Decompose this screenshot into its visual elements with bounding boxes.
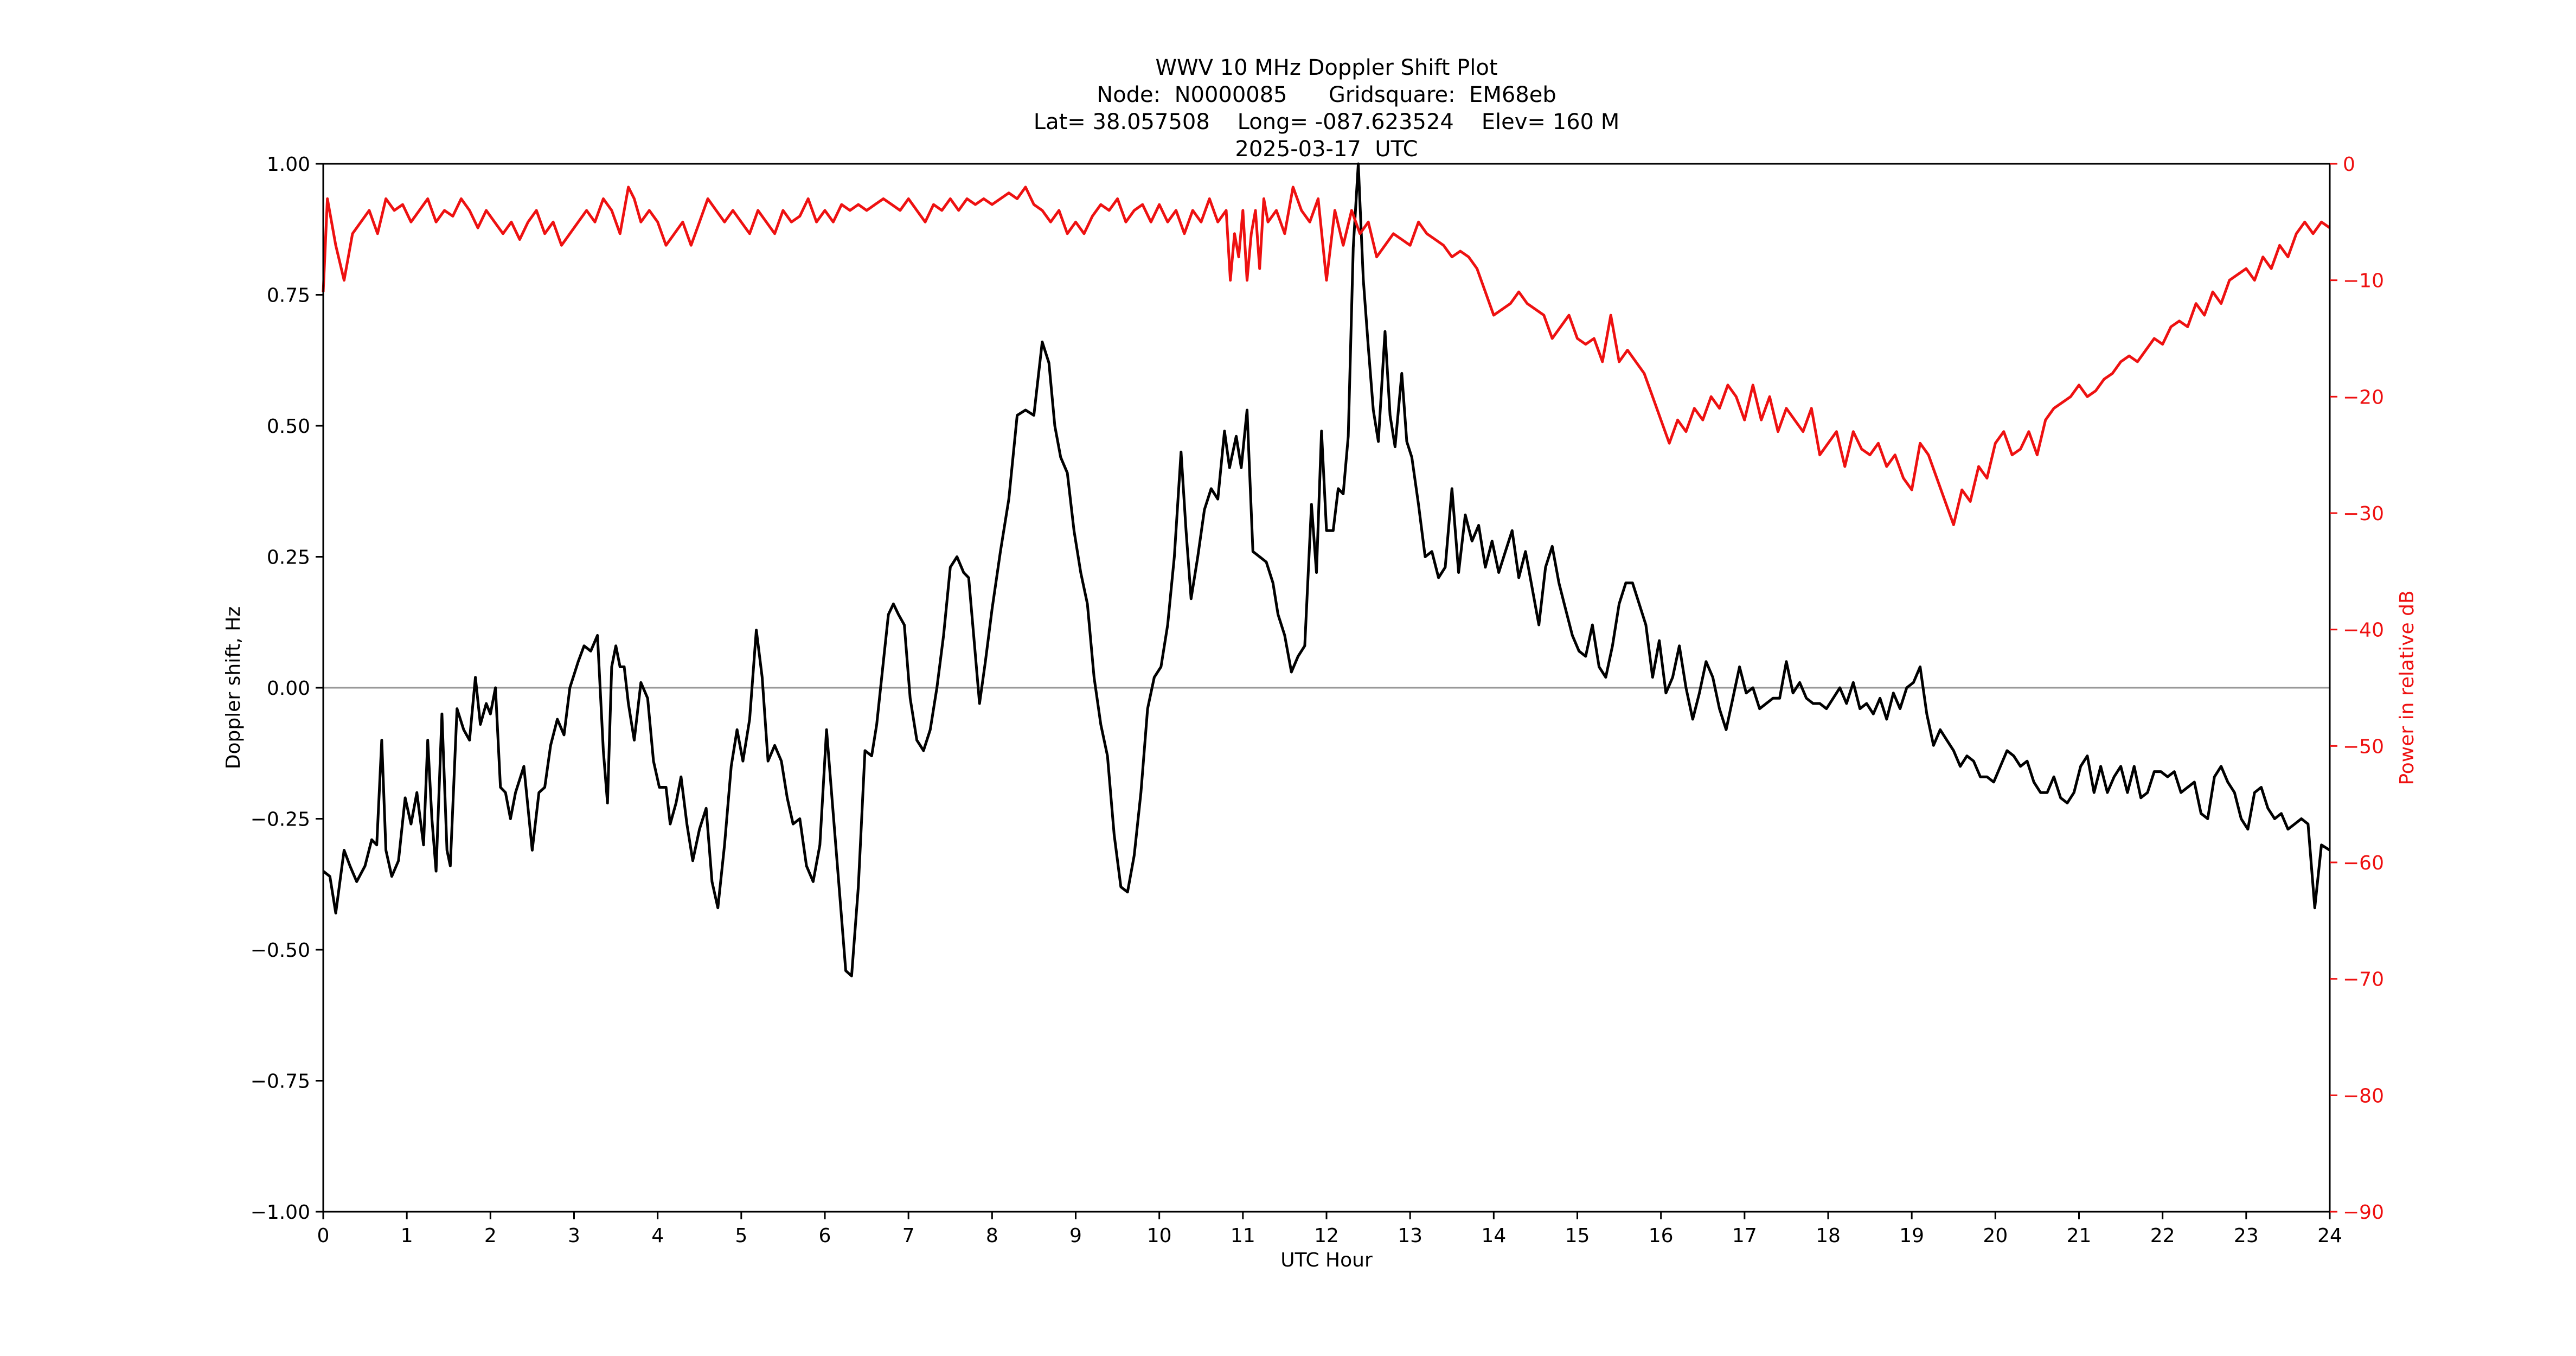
y-tick-label: 0.25 [267,547,310,569]
y2-tick-label: −30 [2343,503,2384,525]
y2-tick-label: −20 [2343,386,2384,408]
chart-title-line-3: Lat= 38.057508 Long= -087.623524 Elev= 1… [1034,110,1619,135]
x-tick-label: 1 [401,1225,413,1247]
ticks-layer: 0 1 2 3 4 5 6 7 8 9 10 11 12 13 14 15 16 17 18 19 20 21 22 23 24… [251,153,2384,1247]
y2-tick-label: −90 [2343,1201,2384,1224]
y2-tick-label: −80 [2343,1085,2384,1107]
x-tick-label: 10 [1147,1225,1172,1247]
y2-axis-label: Power in relative dB [2396,590,2418,785]
x-tick-label: 20 [1983,1225,2008,1247]
x-tick-label: 2 [484,1225,497,1247]
y-tick-label: −1.00 [251,1201,310,1224]
x-tick-label: 23 [2234,1225,2259,1247]
y2-tick-label: −40 [2343,619,2384,642]
x-tick-label: 9 [1069,1225,1082,1247]
chart-title-line-4: 2025-03-17 UTC [1235,137,1418,162]
x-tick-label: 8 [986,1225,998,1247]
x-tick-label: 6 [819,1225,831,1247]
y-tick-label: 0.50 [267,415,310,438]
x-tick-label: 16 [1649,1225,1674,1247]
y-tick-label: −0.75 [251,1071,310,1093]
x-tick-label: 17 [1732,1225,1757,1247]
x-tick-label: 19 [1899,1225,1924,1247]
power-series-line [322,186,2331,526]
x-tick-label: 15 [1565,1225,1590,1247]
x-tick-label: 7 [902,1225,915,1247]
x-tick-label: 13 [1398,1225,1422,1247]
chart-title-line-2: Node: N0000085 Gridsquare: EM68eb [1097,82,1556,107]
y-tick-label: 0.75 [267,285,310,307]
y2-tick-label: 0 [2343,153,2355,176]
x-tick-label: 11 [1231,1225,1255,1247]
y2-tick-label: −60 [2343,852,2384,874]
x-tick-label: 0 [317,1225,330,1247]
chart-title-line-1: WWV 10 MHz Doppler Shift Plot [1155,55,1497,80]
x-tick-label: 12 [1314,1225,1339,1247]
x-tick-label: 4 [651,1225,664,1247]
y-tick-label: −0.25 [251,809,310,831]
y2-tick-label: −50 [2343,735,2384,758]
y2-tick-label: −70 [2343,969,2384,991]
y-tick-label: 1.00 [267,153,310,176]
y-tick-label: 0.00 [267,677,310,700]
series-layer [322,162,2331,977]
x-tick-label: 14 [1481,1225,1506,1247]
x-tick-label: 18 [1816,1225,1841,1247]
y2-tick-label: −10 [2343,270,2384,292]
x-tick-label: 5 [735,1225,747,1247]
x-tick-label: 22 [2150,1225,2175,1247]
doppler-series-line [322,162,2331,977]
x-tick-label: 21 [2067,1225,2092,1247]
x-tick-label: 3 [568,1225,580,1247]
y-axis-label: Doppler shift, Hz [222,606,245,769]
y-tick-label: −0.50 [251,939,310,962]
x-axis-label: UTC Hour [1280,1249,1373,1271]
x-tick-label: 24 [2317,1225,2342,1247]
